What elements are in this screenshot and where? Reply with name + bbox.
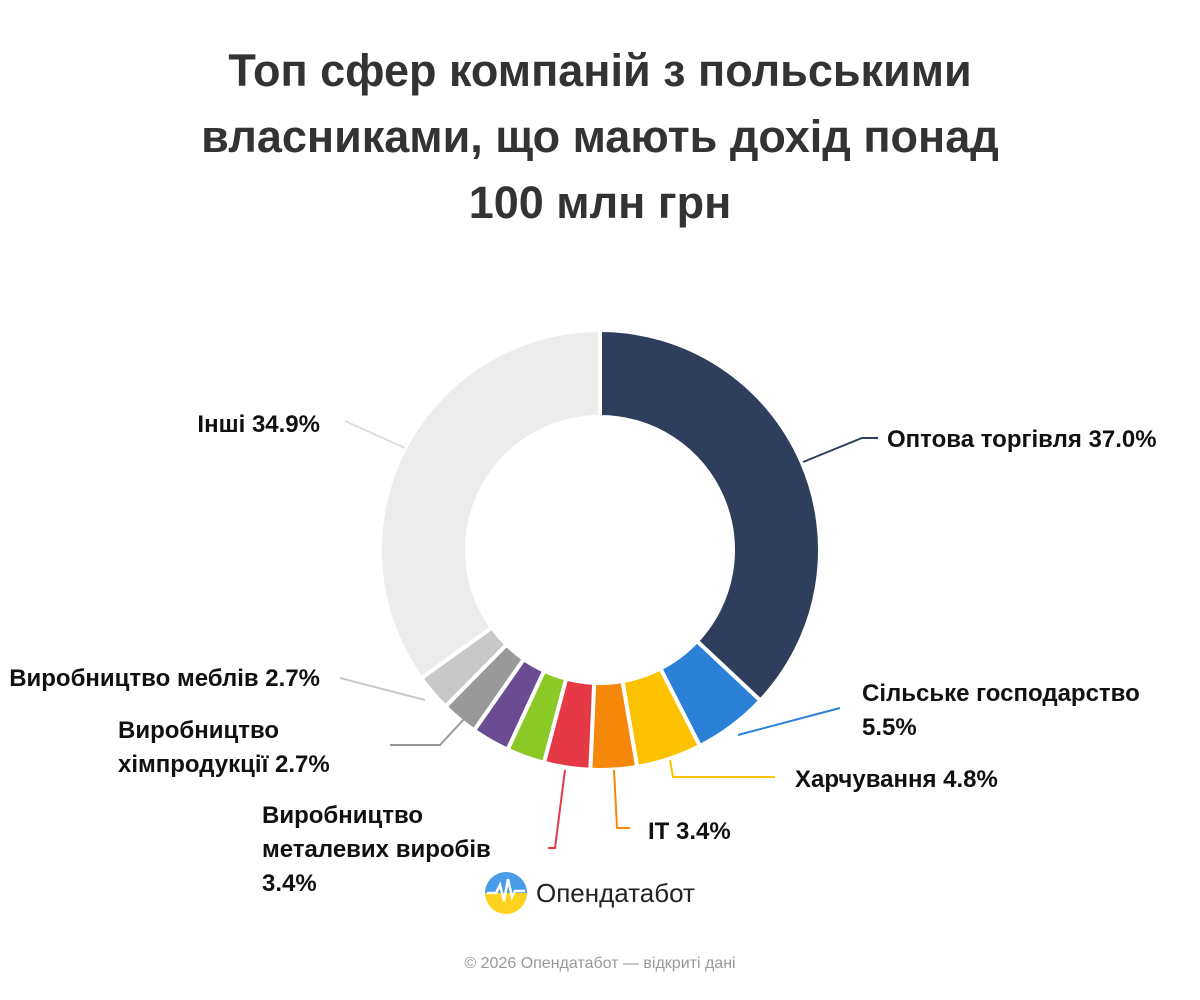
slice-category: Виробництво металевих виробів xyxy=(262,802,491,863)
slice-label: Інші 34.9% xyxy=(20,408,320,442)
slice-label: Оптова торгівля 37.0% xyxy=(887,423,1200,457)
slice-value: 2.7% xyxy=(275,751,330,778)
leader-line xyxy=(339,677,426,701)
brand-name: Опендатабот xyxy=(536,877,695,908)
chart-title: Топ сфер компаній з польськими власникам… xyxy=(201,45,999,228)
brand: Опендатабот xyxy=(484,872,695,914)
leader-line xyxy=(802,437,878,463)
donut-slice xyxy=(598,328,822,703)
leader-line xyxy=(737,707,841,736)
slice-value: 2.7% xyxy=(265,665,320,692)
slice-label: Виробництво хімпродукції 2.7% xyxy=(118,714,378,782)
slice-label: Харчування 4.8% xyxy=(795,763,1095,797)
footer: © 2026 Опендатабот — відкриті дані xyxy=(464,955,736,972)
slice-category: Сільське господарство xyxy=(862,680,1140,707)
brand-icon xyxy=(485,872,527,914)
leader-line xyxy=(669,759,775,778)
slice-value: 3.4% xyxy=(676,818,731,845)
slice-category: Виробництво меблів xyxy=(9,665,259,692)
slice-value: 5.5% xyxy=(862,714,917,741)
slice-label: Сільське господарство 5.5% xyxy=(862,677,1142,745)
slice-label: Виробництво металевих виробів 3.4% xyxy=(262,799,552,901)
donut-slice xyxy=(378,328,602,681)
leader-line xyxy=(390,717,466,746)
slice-value: 3.4% xyxy=(262,870,317,897)
slice-category: Виробництво хімпродукції xyxy=(118,717,280,778)
slice-label: Виробництво меблів 2.7% xyxy=(0,662,320,696)
slice-category: Інші xyxy=(197,411,246,438)
slice-label: IT 3.4% xyxy=(648,815,848,849)
slice-category: Харчування xyxy=(795,766,937,793)
slice-category: IT xyxy=(648,818,670,845)
slice-value: 37.0% xyxy=(1088,426,1157,453)
leader-line xyxy=(613,769,630,829)
leader-line xyxy=(344,420,406,449)
slice-value: 4.8% xyxy=(943,766,998,793)
slice-category: Оптова торгівля xyxy=(887,426,1082,453)
leader-line xyxy=(548,769,566,849)
slice-value: 34.9% xyxy=(251,411,320,438)
